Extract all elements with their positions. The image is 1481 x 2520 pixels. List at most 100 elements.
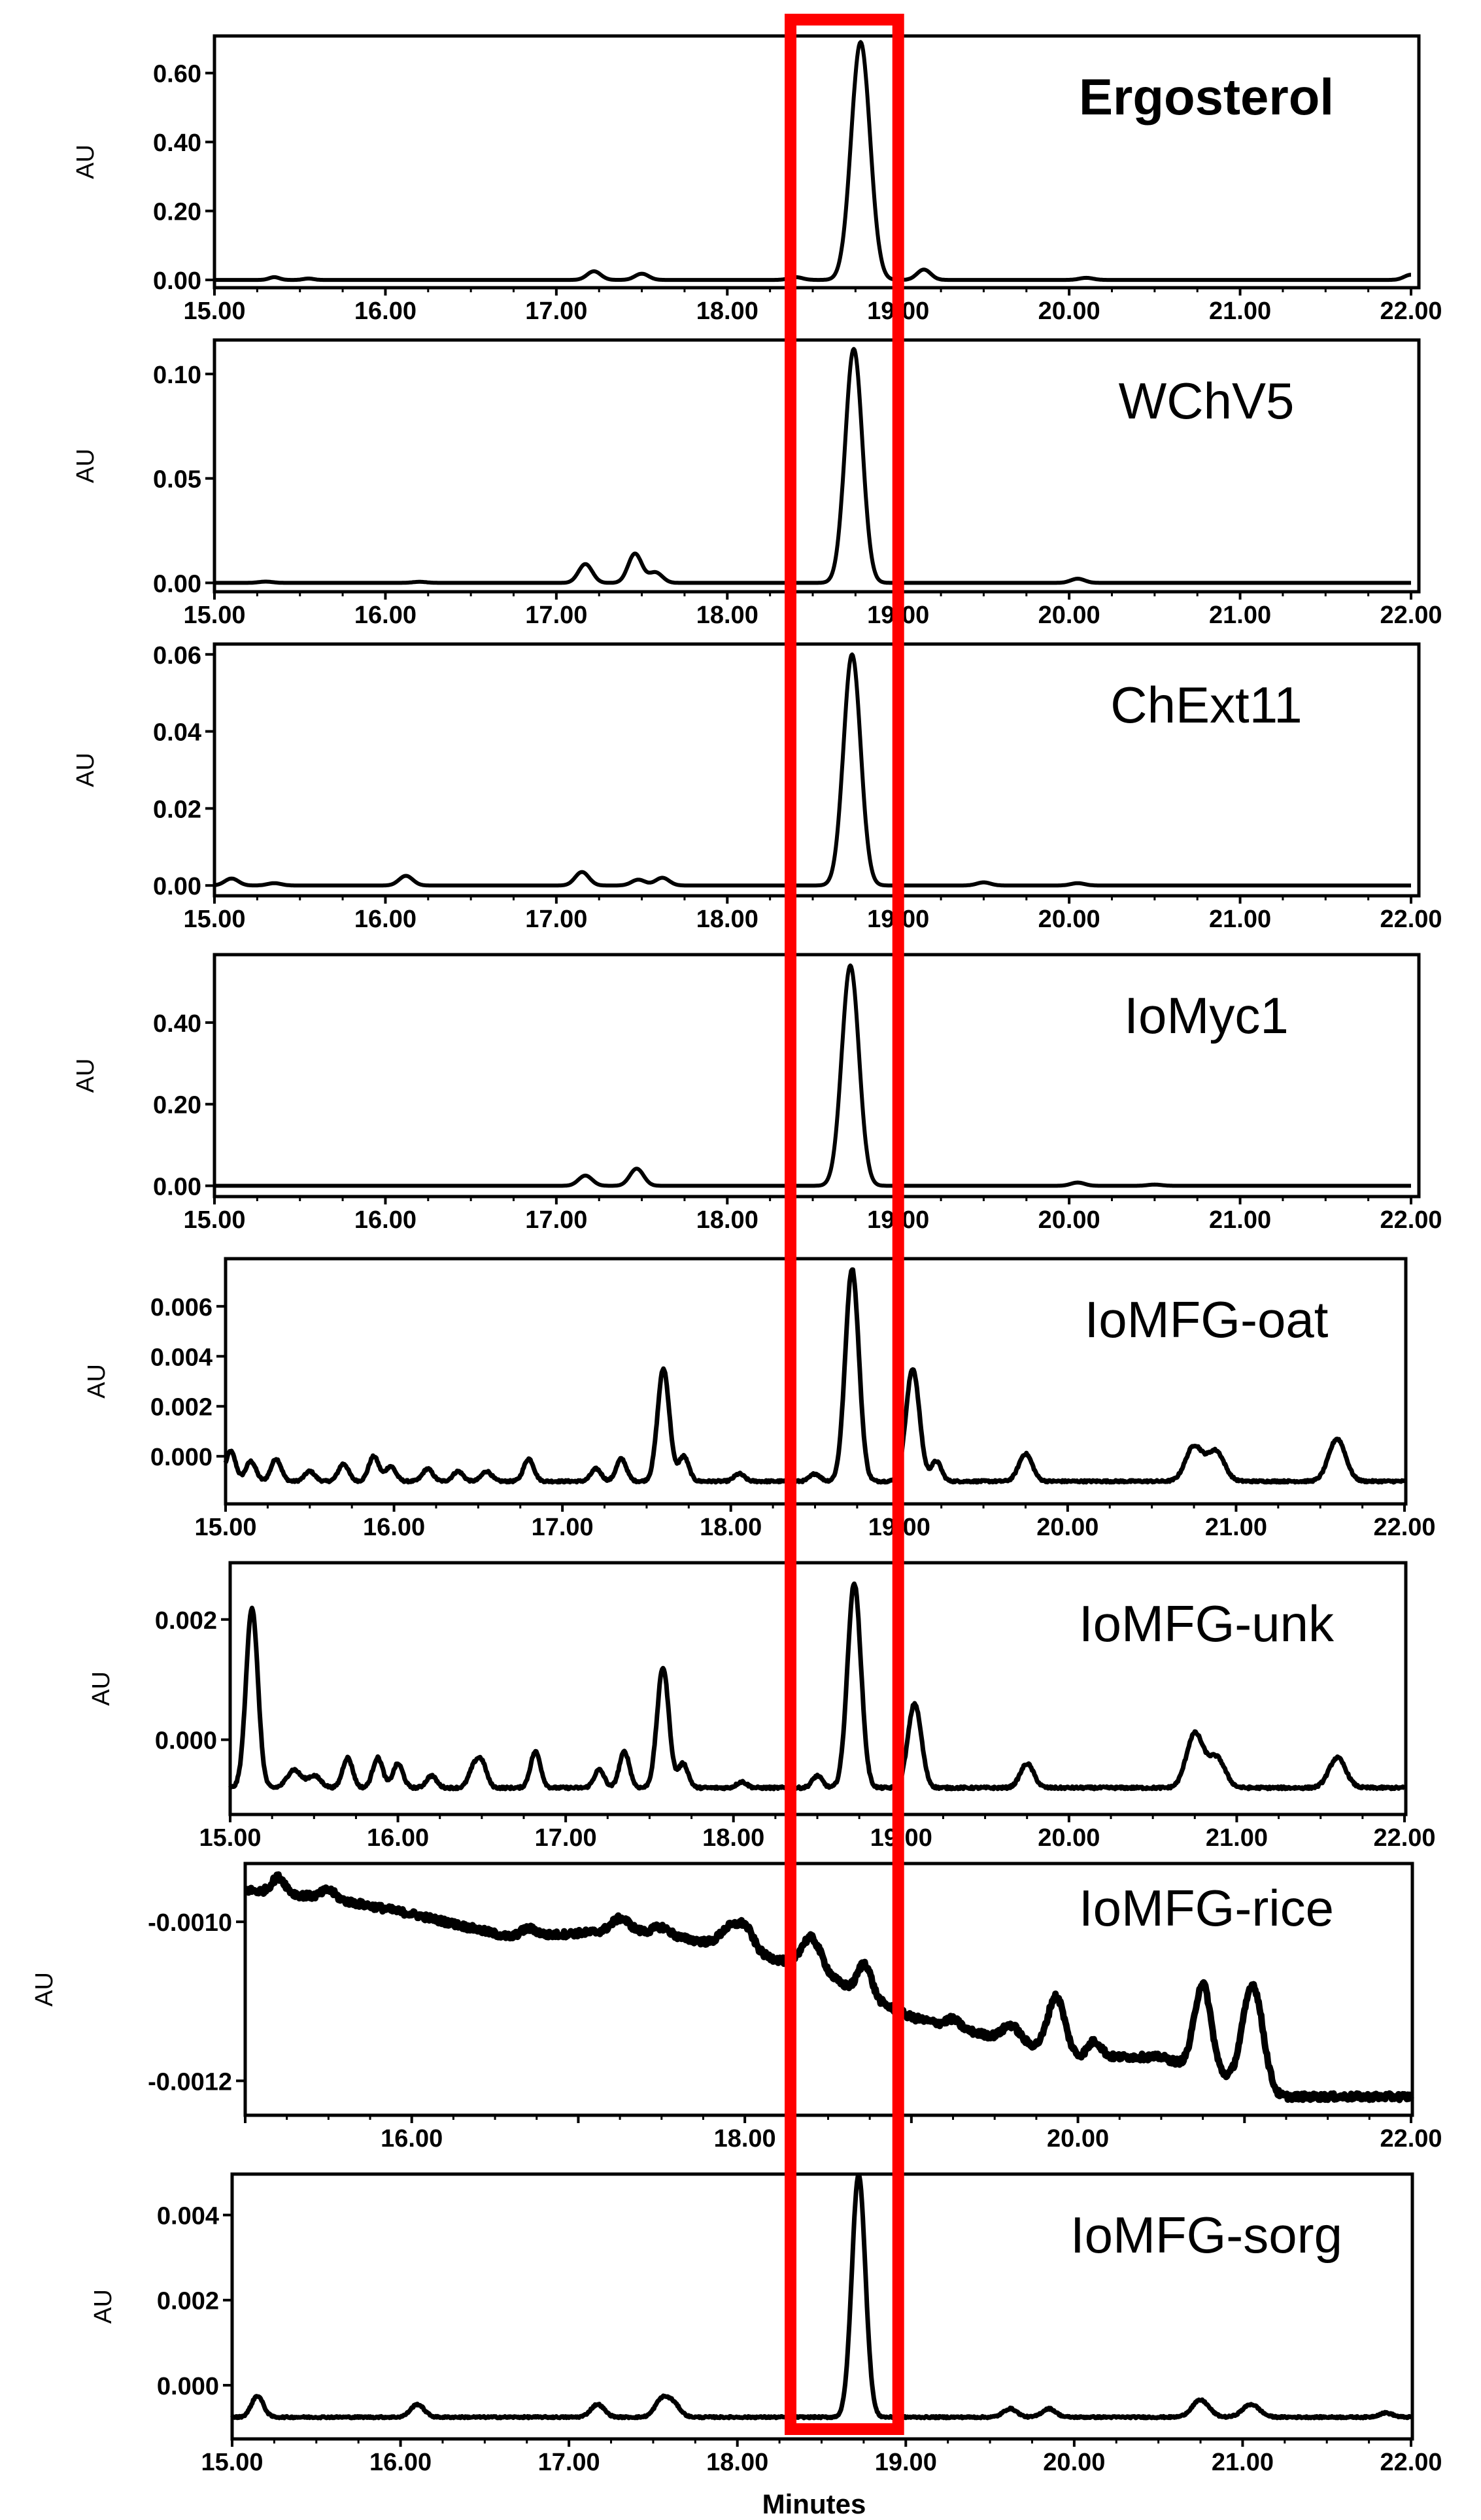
x-axis-title: Minutes — [762, 2489, 866, 2519]
y-axis-label: AU — [90, 2289, 117, 2324]
x-tick-label: 18.00 — [706, 2449, 768, 2476]
y-tick-label: 0.006 — [150, 1294, 213, 1321]
y-tick-label: 0.004 — [157, 2203, 219, 2230]
x-tick-label: 22.00 — [1380, 906, 1442, 933]
x-tick-label: 18.00 — [696, 1206, 758, 1234]
highlight-box — [785, 14, 904, 2435]
x-tick-label: 16.00 — [367, 1824, 429, 1852]
y-tick-label: 0.06 — [153, 642, 201, 670]
y-axis-label: AU — [72, 145, 99, 179]
x-tick-label: 18.00 — [702, 1824, 764, 1852]
x-tick-label: 17.00 — [535, 1824, 597, 1852]
y-axis-label: AU — [72, 753, 99, 787]
x-tick-label: 20.00 — [1043, 2449, 1105, 2476]
x-tick-label: 20.00 — [1038, 602, 1100, 629]
y-tick-label: 0.000 — [155, 1728, 217, 1755]
x-tick-label: 22.00 — [1373, 1514, 1435, 1541]
panel-iomfg-sorg: 0.000 0.002 0.004 AU 15.00 16.00 17.00 18.00 19.… — [90, 2172, 1442, 2476]
x-tick-label: 16.00 — [354, 602, 417, 629]
x-tick-label: 15.00 — [194, 1514, 256, 1541]
x-tick-label: 18.00 — [696, 906, 758, 933]
y-axis-label: AU — [88, 1671, 115, 1706]
x-tick-label: 17.00 — [525, 1206, 587, 1234]
panel-title: ChExt11 — [1110, 676, 1302, 734]
x-tick-label: 21.00 — [1209, 602, 1271, 629]
chromatogram-trace — [243, 1871, 1414, 2103]
panel-title: Ergosterol — [1079, 68, 1334, 126]
y-axis-label: AU — [83, 1364, 111, 1399]
x-tick-label: 21.00 — [1206, 1824, 1268, 1852]
y-tick-label: 0.004 — [150, 1344, 213, 1371]
x-tick-label: 19.00 — [875, 2449, 937, 2476]
y-tick-label: 0.02 — [153, 796, 201, 823]
x-tick-label: 21.00 — [1212, 2449, 1274, 2476]
x-tick-label: 21.00 — [1209, 1206, 1271, 1234]
x-tick-label: 17.00 — [525, 602, 587, 629]
y-tick-label: 0.05 — [153, 466, 201, 494]
x-tick-label: 16.00 — [369, 2449, 432, 2476]
x-tick-label: 22.00 — [1380, 298, 1442, 325]
x-tick-label: 15.00 — [183, 906, 245, 933]
y-tick-label: 0.00 — [153, 1174, 201, 1201]
x-tick-label: 20.00 — [1038, 906, 1100, 933]
y-tick-label: 0.20 — [153, 1092, 201, 1119]
y-tick-label: 0.10 — [153, 362, 201, 389]
x-tick-label: 22.00 — [1373, 1824, 1435, 1852]
x-tick-label: 18.00 — [696, 602, 758, 629]
chromatogram-trace — [213, 963, 1412, 1188]
chromatogram-trace — [213, 652, 1412, 888]
x-tick-label: 20.00 — [1047, 2125, 1109, 2153]
x-tick-label: 22.00 — [1380, 602, 1442, 629]
x-tick-label: 21.00 — [1209, 298, 1271, 325]
y-tick-label: 0.04 — [153, 719, 201, 747]
x-tick-label: 22.00 — [1380, 1206, 1442, 1234]
panel-title: IoMyc1 — [1124, 987, 1288, 1044]
plot-frame — [213, 338, 1421, 594]
y-tick-label: 0.002 — [157, 2288, 219, 2315]
x-tick-label: 17.00 — [532, 1514, 594, 1541]
y-axis-label: AU — [31, 1972, 58, 2007]
x-tick-label: 15.00 — [183, 298, 245, 325]
x-tick-label: 15.00 — [199, 1824, 261, 1852]
x-tick-label: 21.00 — [1205, 1514, 1267, 1541]
plot-frame — [213, 953, 1421, 1199]
panel-title: IoMFG-oat — [1085, 1291, 1329, 1348]
panel-title: IoMFG-rice — [1079, 1879, 1334, 1937]
chromatogram-panels: 0.00 0.20 0.40 0.60 AU 15.00 16.00 17.00 18.00 19… — [31, 34, 1442, 2476]
y-tick-label: 0.20 — [153, 199, 201, 226]
plot-frame — [213, 34, 1421, 290]
panel-title: IoMFG-sorg — [1070, 2206, 1342, 2264]
y-tick-label: 0.40 — [153, 1010, 201, 1038]
y-tick-label: 0.000 — [150, 1444, 213, 1471]
x-tick-label: 16.00 — [363, 1514, 425, 1541]
x-tick-label: 15.00 — [183, 602, 245, 629]
panel-title: WChV5 — [1119, 372, 1295, 430]
x-tick-label: 17.00 — [525, 298, 587, 325]
y-tick-label: 0.40 — [153, 129, 201, 157]
y-tick-label: 0.002 — [150, 1394, 213, 1422]
y-tick-label: 0.000 — [157, 2373, 219, 2400]
panel-title: IoMFG-unk — [1079, 1595, 1335, 1652]
x-tick-label: 15.00 — [183, 1206, 245, 1234]
x-tick-label: 16.00 — [354, 906, 417, 933]
x-tick-label: 22.00 — [1380, 2449, 1442, 2476]
x-tick-label: 16.00 — [381, 2125, 443, 2153]
y-tick-label: 0.00 — [153, 873, 201, 900]
x-tick-label: 18.00 — [700, 1514, 762, 1541]
x-tick-label: 17.00 — [538, 2449, 600, 2476]
y-tick-label: 0.60 — [153, 61, 201, 88]
chromatogram-trace — [228, 1581, 1406, 1792]
y-tick-label: 0.00 — [153, 267, 201, 295]
y-tick-label: 0.002 — [155, 1607, 217, 1635]
x-tick-label: 20.00 — [1036, 1514, 1098, 1541]
x-tick-label: 17.00 — [525, 906, 587, 933]
y-axis-label: AU — [72, 449, 99, 483]
x-tick-label: 18.00 — [696, 298, 758, 325]
y-tick-label: 0.00 — [153, 570, 201, 598]
x-tick-label: 20.00 — [1038, 1206, 1100, 1234]
chromatogram-trace — [230, 2174, 1413, 2421]
